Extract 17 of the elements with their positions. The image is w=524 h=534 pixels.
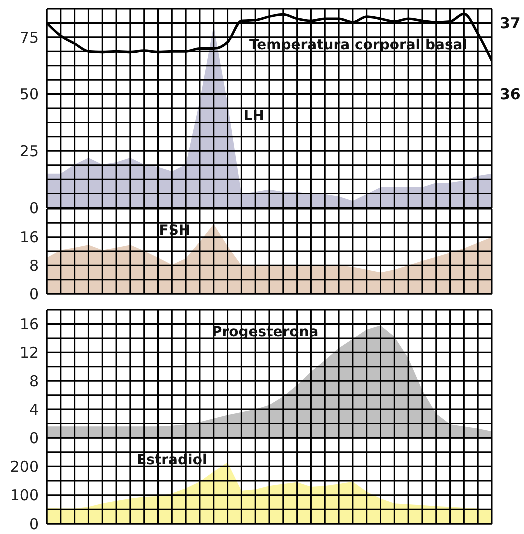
y-tick-label: 4 (29, 400, 39, 419)
y-tick-label: 100 (10, 486, 39, 505)
y-tick-label: 200 (10, 458, 39, 476)
y-tick-label: 50 (20, 86, 39, 104)
y-tick-label: 16 (20, 316, 39, 334)
y-tick-label: 0 (29, 429, 39, 448)
y-tick-label: 8 (29, 256, 39, 275)
y-tick-label: 12 (20, 344, 39, 362)
y2-tick-label: 37 (500, 14, 521, 33)
y-tick-label: 8 (29, 372, 39, 390)
y-tick-label: 75 (20, 28, 39, 47)
y-tick-label: 0 (29, 285, 39, 304)
y2-tick-label: 36 (500, 86, 521, 104)
y-tick-label: 25 (20, 142, 39, 160)
y-tick-label: 0 (29, 515, 39, 534)
y-tick-label: 0 (29, 199, 39, 218)
y-tick-label: 16 (20, 228, 39, 247)
